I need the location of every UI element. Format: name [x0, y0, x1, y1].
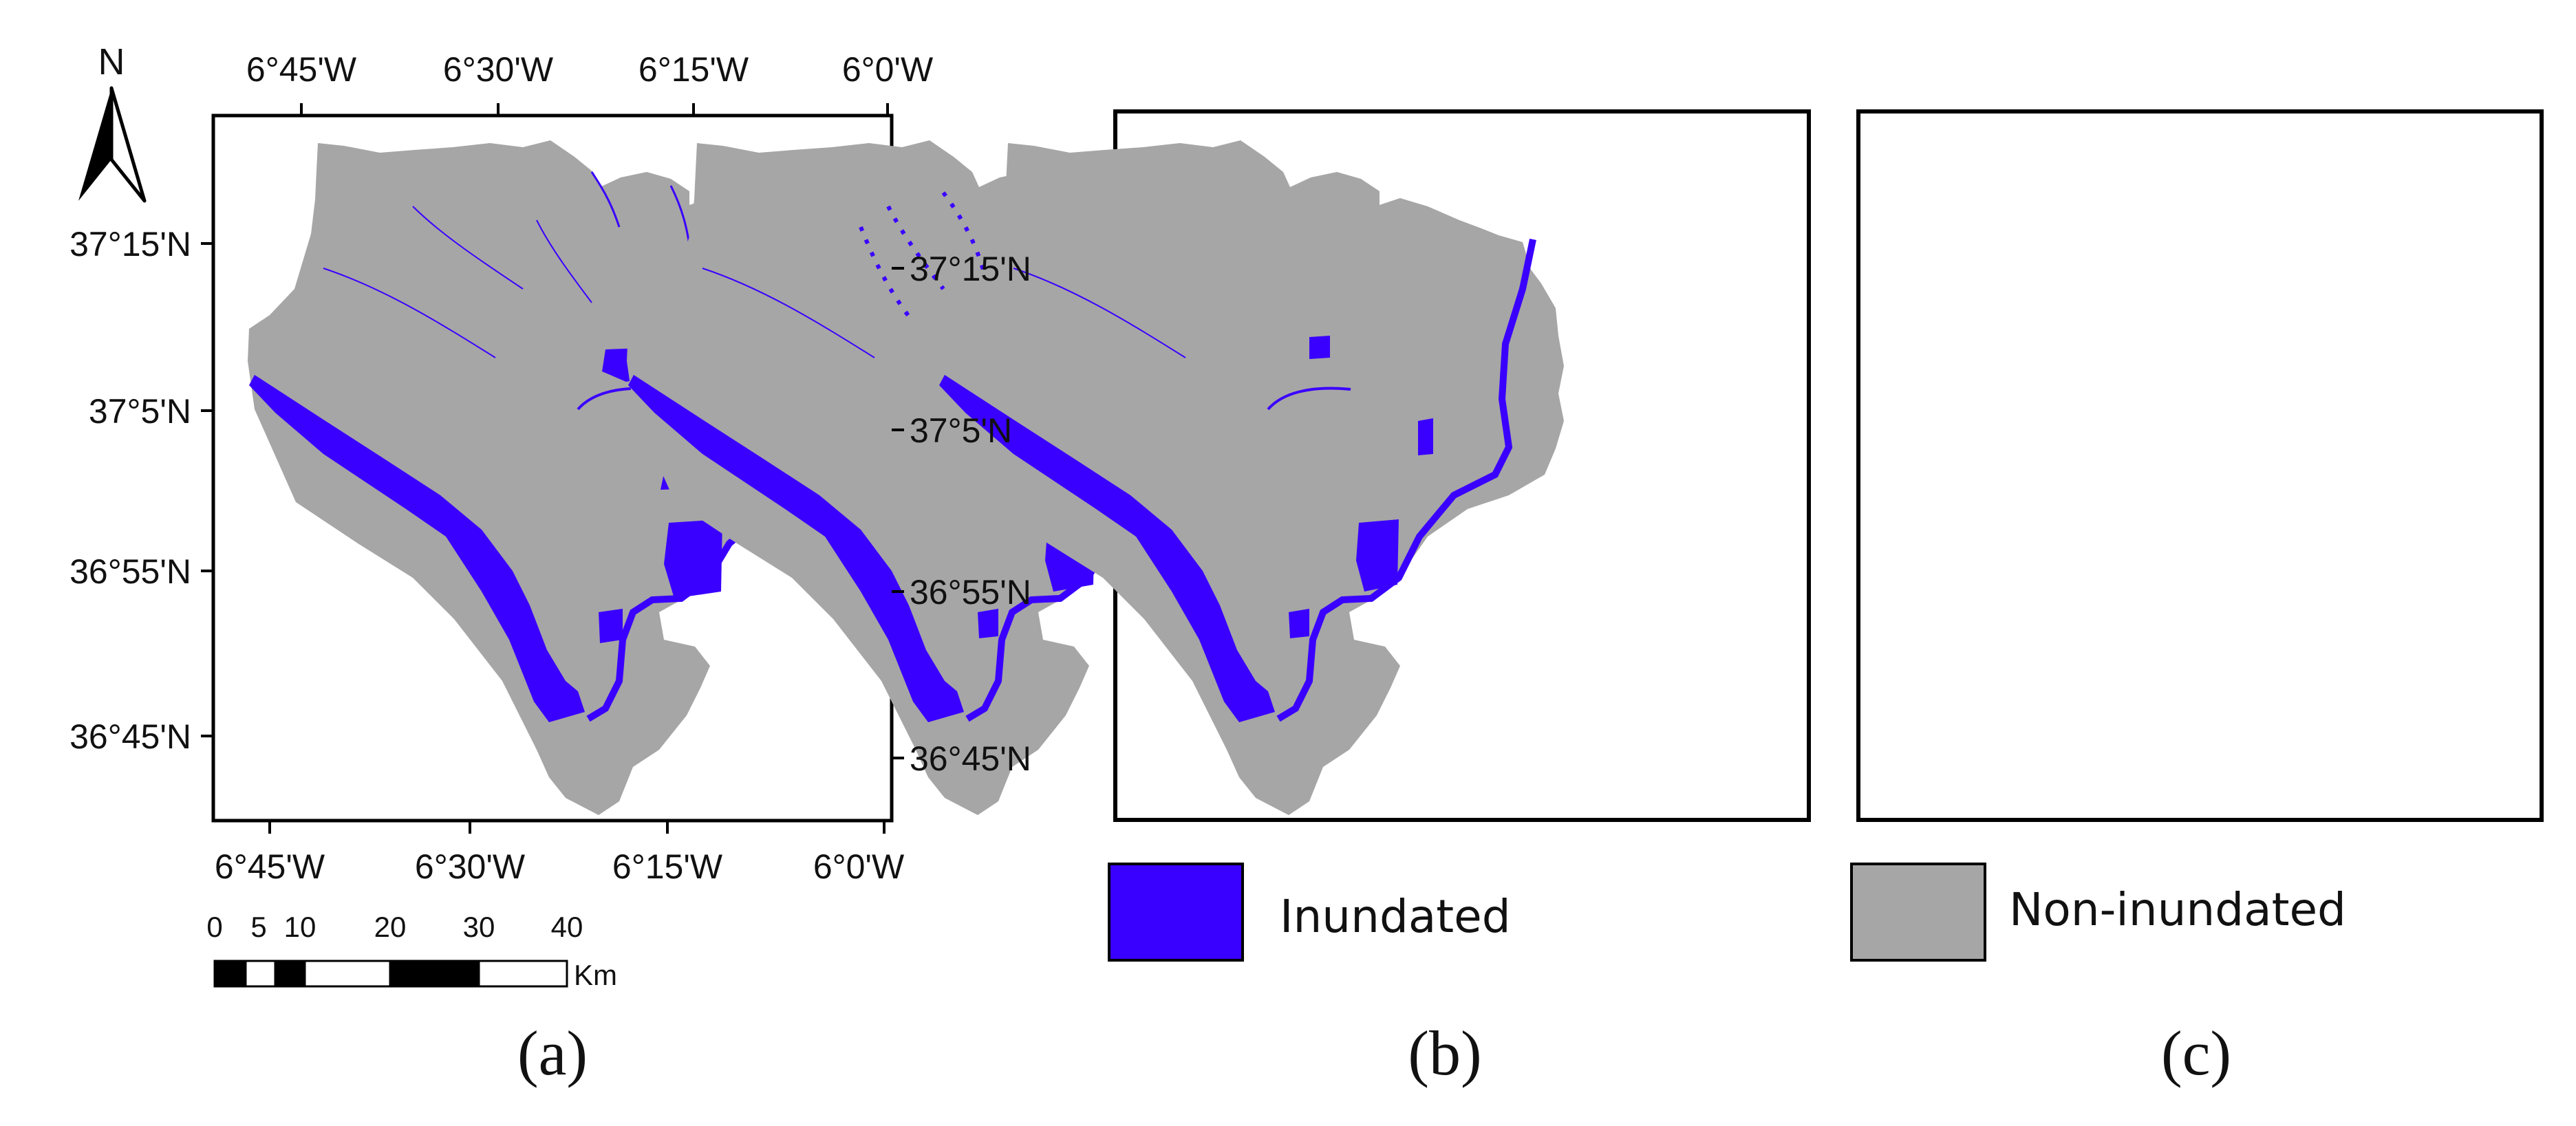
- lon-label-bottom: 6°15'W: [612, 847, 723, 886]
- inundated-marsh-zone: [978, 609, 998, 638]
- lat-label-left: 36°45'N: [69, 717, 191, 756]
- north-label: N: [98, 41, 125, 83]
- graticule-panel-a: [201, 103, 904, 834]
- legend: Inundated Non-inundated: [1108, 863, 2346, 962]
- legend-item-inundated: Inundated: [1108, 863, 1511, 962]
- inundated-marsh-zone: [599, 609, 623, 643]
- legend-item-non-inundated: Non-inundated: [1850, 863, 2346, 962]
- lon-label-top: 6°45'W: [246, 50, 357, 89]
- drainage-channel: [412, 206, 524, 290]
- coastal-inundation: [249, 375, 585, 722]
- inundated-marsh-zone: [1418, 418, 1433, 455]
- panel-label-b: (b): [1408, 1018, 1481, 1088]
- lat-label-left: 37°15'N: [69, 225, 191, 263]
- drainage-channel: [1267, 387, 1351, 411]
- legend-swatch-inundated: [1108, 863, 1244, 962]
- inundated-marsh-zone: [1309, 336, 1330, 359]
- lon-label-top: 6°15'W: [638, 50, 749, 89]
- river-channel: [1276, 238, 1536, 722]
- coastal-inundation: [939, 375, 1275, 722]
- inundated-marsh-zone: [664, 519, 722, 598]
- drainage-channel: [590, 171, 621, 228]
- lon-label-top: 6°30'W: [443, 50, 554, 89]
- scale-unit-label: Km: [574, 959, 617, 991]
- legend-label: Non-inundated: [2009, 883, 2346, 936]
- scale-tick-label: 5: [250, 911, 266, 943]
- lat-label-right: 37°5'N: [910, 411, 1012, 450]
- legend-label: Inundated: [1280, 890, 1511, 943]
- legend-swatch-non-inundated: [1850, 863, 1986, 962]
- lat-label-right: 37°15'N: [910, 250, 1031, 288]
- inundated-marsh-zone: [1289, 609, 1309, 638]
- coastal-inundation: [628, 375, 964, 722]
- lat-label-left: 36°55'N: [69, 552, 191, 591]
- scale-tick-label: 40: [551, 911, 583, 943]
- inundated-marsh-zone: [1356, 519, 1399, 592]
- scale-bar: 0 5 10 20 30 40 Km: [206, 911, 617, 991]
- scale-tick-label: 30: [463, 911, 495, 943]
- scale-tick-label: 0: [206, 911, 222, 943]
- map-frame: [1856, 109, 2544, 822]
- drainage-channel: [536, 219, 592, 303]
- scale-tick-label: 20: [374, 911, 407, 943]
- lon-label-top: 6°0'W: [842, 50, 934, 89]
- map-panel-c: [938, 109, 2544, 822]
- north-arrow: N: [78, 41, 147, 203]
- north-arrow-icon: [78, 86, 147, 203]
- panel-label-c: (c): [2161, 1018, 2231, 1088]
- lat-label-right: 36°45'N: [910, 739, 1031, 778]
- drainage-channel: [1013, 268, 1186, 358]
- drainage-channel: [702, 268, 875, 358]
- panel-label-a: (a): [517, 1018, 588, 1088]
- lat-label-left: 37°5'N: [89, 392, 191, 431]
- lon-label-bottom: 6°45'W: [215, 847, 325, 886]
- lat-label-right: 36°55'N: [910, 573, 1031, 611]
- scale-tick-label: 10: [284, 911, 316, 943]
- drainage-channel: [323, 268, 496, 358]
- lon-label-bottom: 6°0'W: [813, 847, 905, 886]
- lon-label-bottom: 6°30'W: [415, 847, 526, 886]
